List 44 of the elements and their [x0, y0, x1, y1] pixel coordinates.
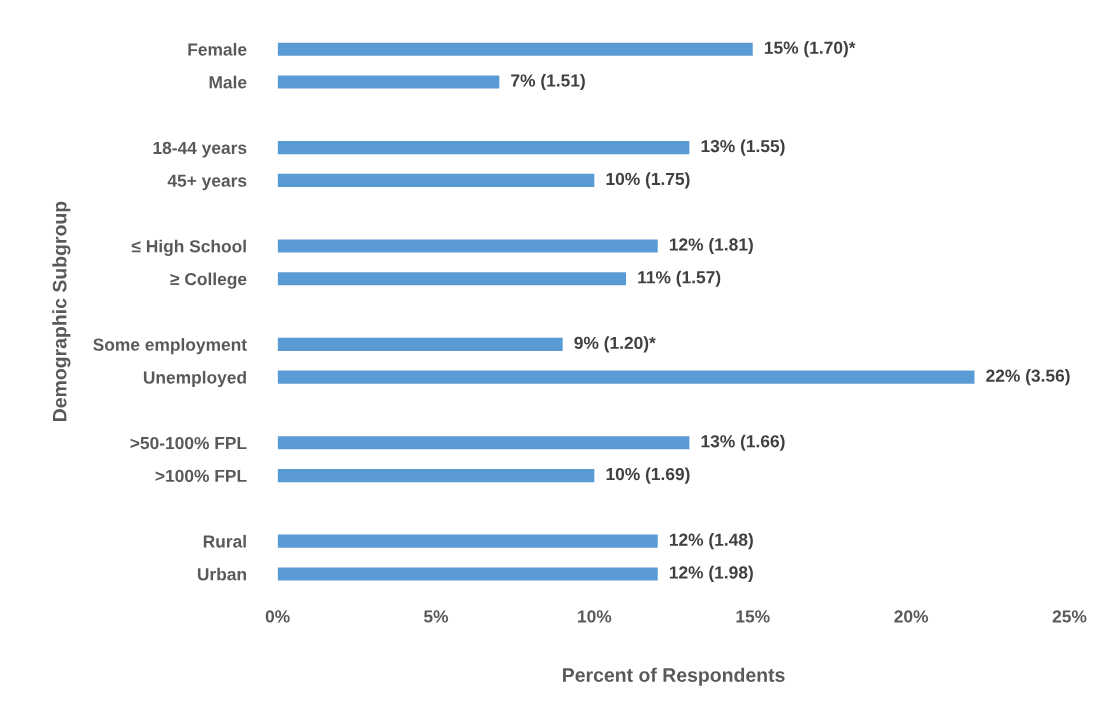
y-tick-label: Unemployed: [143, 370, 246, 388]
bar: [277, 436, 690, 450]
x-tick-label: 5%: [423, 610, 449, 623]
y-tick-label: 18-44 years: [153, 141, 247, 158]
data-label: 10% (1.69): [606, 467, 690, 484]
x-tick-label: 25%: [1052, 610, 1087, 623]
data-label: 13% (1.66): [701, 434, 785, 451]
y-tick-label: >100% FPL: [155, 469, 247, 483]
data-label: 12% (1.81): [669, 237, 753, 255]
y-axis-title: Demographic Subgroup: [52, 201, 71, 421]
y-tick-label: 45+ years: [167, 174, 247, 191]
data-label: 22% (3.56): [986, 369, 1070, 386]
x-tick-label: 10%: [578, 610, 612, 623]
bar: [277, 567, 658, 581]
data-label: 15% (1.70)*: [764, 41, 856, 58]
y-tick-label: Female: [188, 42, 247, 56]
data-label: 9% (1.20)*: [574, 336, 656, 353]
y-tick-label: >50-100% FPL: [130, 436, 247, 450]
y-tick-label: Rural: [203, 534, 246, 548]
x-tick-label: 20%: [894, 610, 929, 623]
bar: [277, 173, 595, 187]
y-tick-label: ≥ College: [170, 272, 247, 289]
bar: [277, 42, 753, 56]
data-label: 11% (1.57): [638, 270, 721, 287]
bar: [277, 469, 595, 483]
data-label: 7% (1.51): [511, 73, 585, 91]
bar: [277, 272, 627, 286]
y-tick-label: ≤ High School: [131, 239, 246, 256]
bar: [277, 75, 500, 89]
bar: [277, 141, 690, 155]
x-tick-label: 15%: [736, 610, 770, 623]
y-tick-label: Some employment: [93, 338, 247, 355]
data-label: 12% (1.48): [669, 533, 753, 550]
bar: [277, 370, 975, 384]
y-tick-label: Urban: [197, 567, 246, 581]
bar: [277, 534, 658, 548]
bar: [277, 337, 563, 351]
data-label: 13% (1.55): [701, 139, 785, 156]
data-label: 12% (1.98): [669, 565, 753, 583]
data-label: 10% (1.75): [606, 172, 690, 189]
x-axis-title: Percent of Respondents: [563, 667, 785, 686]
y-tick-label: Male: [209, 75, 247, 89]
x-tick-label: 0%: [265, 610, 290, 623]
bar: [277, 239, 658, 253]
